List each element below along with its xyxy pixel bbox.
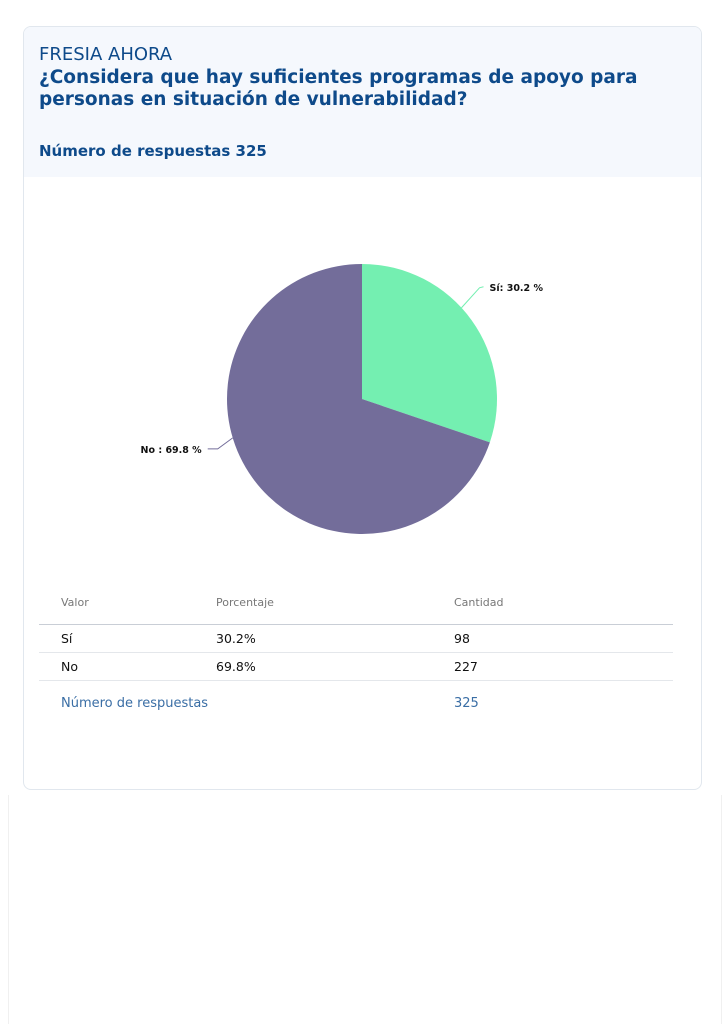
row-valor: Sí (39, 624, 215, 653)
table-row: No 69.8% 227 (39, 652, 673, 681)
row-porcentaje: 69.8% (215, 652, 453, 681)
table-row: Sí 30.2% 98 (39, 624, 673, 653)
row-valor: No (39, 652, 215, 681)
table-total-row: Número de respuestas 325 (39, 681, 673, 726)
survey-card: FRESIA AHORA ¿Considera que hay suficien… (23, 26, 702, 790)
total-label: Número de respuestas (61, 695, 209, 711)
row-porcentaje: 30.2% (215, 624, 453, 653)
pie-label-si: Sí: 30.2 % (490, 283, 544, 294)
pie-connector-si (461, 286, 484, 309)
pie-slice-no (227, 264, 490, 534)
total-value: 325 (454, 695, 479, 711)
pie-label-no: No : 69.8 % (141, 445, 203, 456)
row-cantidad: 98 (453, 624, 673, 653)
empty-panel (8, 795, 722, 1024)
header-porcentaje: Porcentaje (215, 580, 453, 625)
results-table: Valor Porcentaje Cantidad Sí 30.2% 98 No… (39, 580, 673, 725)
pie-slice-si (362, 264, 497, 443)
table-header-row: Valor Porcentaje Cantidad (39, 580, 673, 625)
pie-chart-svg: Sí: 30.2 % No : 69.8 % (141, 264, 544, 534)
question-title: ¿Considera que hay suficientes programas… (39, 67, 638, 110)
header-cantidad: Cantidad (453, 580, 673, 625)
pie-connector-no (207, 437, 234, 450)
brand-title: FRESIA AHORA (39, 44, 173, 65)
row-cantidad: 227 (453, 652, 673, 681)
responses-count: Número de respuestas 325 (39, 142, 267, 160)
card-header: FRESIA AHORA ¿Considera que hay suficien… (24, 27, 701, 177)
pie-chart: Sí: 30.2 % No : 69.8 % (24, 177, 701, 577)
header-valor: Valor (39, 580, 215, 625)
